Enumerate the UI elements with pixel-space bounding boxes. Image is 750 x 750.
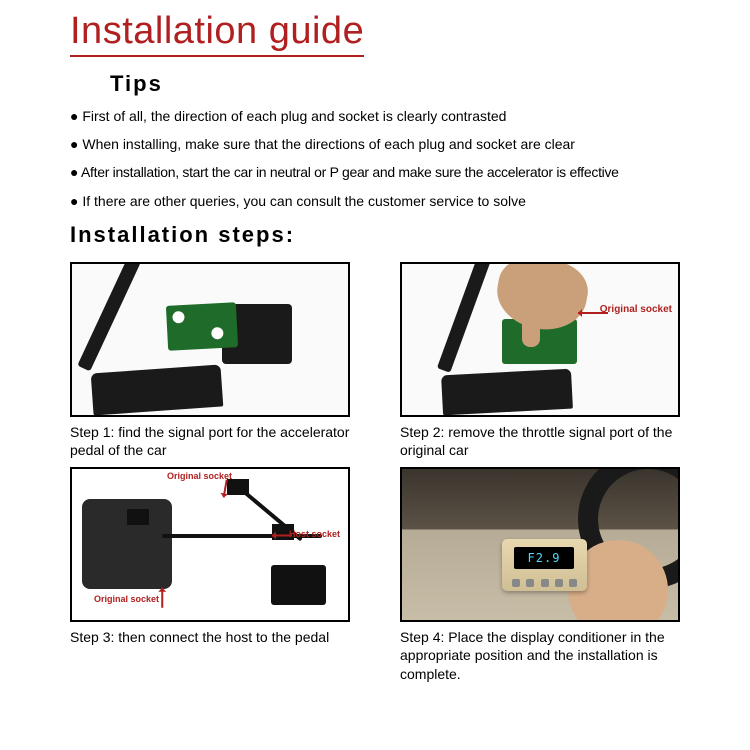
steps-grid: Step 1: find the signal port for the acc… <box>70 262 700 683</box>
tip-text: After installation, start the car in neu… <box>81 164 619 180</box>
tips-list: ● First of all, the direction of each pl… <box>70 107 700 210</box>
original-socket-label: Original socket <box>167 471 232 481</box>
tip-text: If there are other queries, you can cons… <box>82 193 526 209</box>
tip-text: When installing, make sure that the dire… <box>82 136 575 152</box>
bullet: ● <box>70 164 78 180</box>
step-3-image: Original socket Host socket Original soc… <box>70 467 350 622</box>
step-1-image <box>70 262 350 417</box>
tip-item: ● When installing, make sure that the di… <box>70 135 700 153</box>
tip-item: ● After installation, start the car in n… <box>70 163 700 181</box>
bullet: ● <box>70 108 78 124</box>
page-title: Installation guide <box>70 10 364 57</box>
tip-item: ● First of all, the direction of each pl… <box>70 107 700 125</box>
display-device: F2.9 <box>502 539 587 591</box>
step-2-caption: Step 2: remove the throttle signal port … <box>400 423 700 459</box>
bullet: ● <box>70 136 78 152</box>
step-1-caption: Step 1: find the signal port for the acc… <box>70 423 370 459</box>
host-socket-label: Host socket <box>289 529 340 539</box>
tip-item: ● If there are other queries, you can co… <box>70 192 700 210</box>
step-4-caption: Step 4: Place the display conditioner in… <box>400 628 700 683</box>
bullet: ● <box>70 193 78 209</box>
original-socket-label: Original socket <box>94 594 159 604</box>
steps-heading: Installation steps: <box>70 222 700 248</box>
step-3: Original socket Host socket Original soc… <box>70 467 370 683</box>
step-4-image: F2.9 <box>400 467 680 622</box>
original-socket-label: Original socket <box>600 304 672 315</box>
step-2: Original socket Step 2: remove the throt… <box>400 262 700 459</box>
device-screen-value: F2.9 <box>514 547 574 569</box>
step-4: F2.9 Step 4: Place the display condition… <box>400 467 700 683</box>
step-1: Step 1: find the signal port for the acc… <box>70 262 370 459</box>
step-3-caption: Step 3: then connect the host to the ped… <box>70 628 370 646</box>
tip-text: First of all, the direction of each plug… <box>82 108 506 124</box>
step-2-image: Original socket <box>400 262 680 417</box>
tips-heading: Tips <box>110 71 700 97</box>
